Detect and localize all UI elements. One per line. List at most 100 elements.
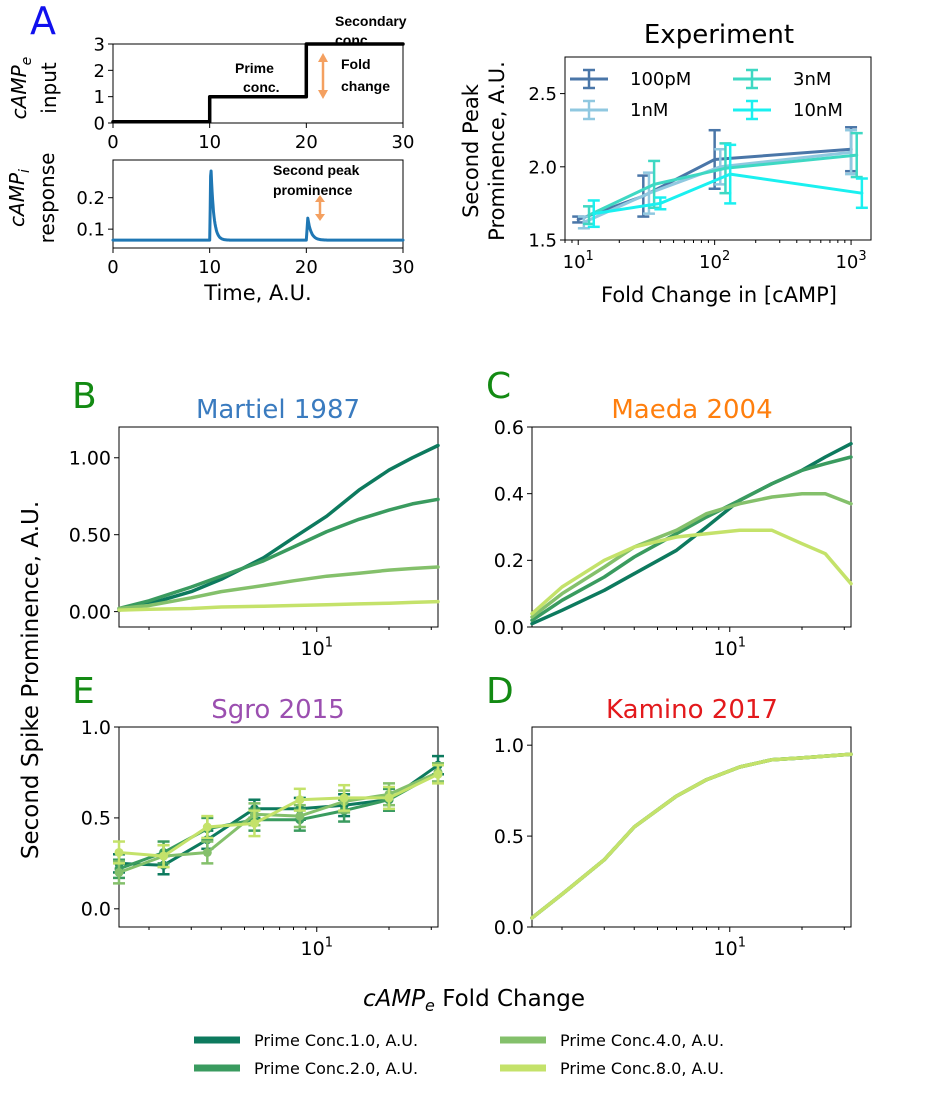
experiment-y-label: 1.5: [528, 230, 557, 251]
sgro-x-label: 101: [301, 935, 333, 960]
legend-label-1nM: 1nM: [630, 100, 668, 121]
sgro-y-label: 0.0: [81, 899, 111, 921]
prime-conc-legend: Prime Conc.1.0, A.U. Prime Conc.2.0, A.U.…: [194, 1031, 724, 1078]
maeda-series-3: [530, 491, 853, 619]
response-x-label: 30: [392, 257, 415, 278]
experiment-y-label: 2.5: [528, 84, 557, 105]
sgro-axes-frame: [118, 726, 439, 928]
legend-label-10nM: 10nM: [793, 100, 843, 121]
second-peak-label-2: prominence: [273, 182, 353, 198]
maeda-y-label: 0.4: [494, 484, 524, 506]
input-y-label: 3: [94, 34, 105, 55]
response-ylabel: cAMPi: [5, 169, 33, 227]
experiment-series-10nM: [592, 172, 864, 216]
response-y-label: 0.1: [76, 220, 105, 241]
sgro-marker: [114, 867, 124, 877]
sgro-marker: [202, 822, 212, 832]
response-x-label: 0: [107, 257, 118, 278]
martiel-y-label: 0.50: [69, 525, 111, 547]
input-axes-frame: [112, 43, 404, 124]
legend-label-prime-1: Prime Conc.1.0, A.U.: [254, 1031, 418, 1050]
maeda-y-label: 0.2: [494, 550, 524, 572]
experiment-x-label: 102: [699, 249, 730, 273]
martiel-x-label: 101: [301, 635, 333, 660]
martiel-title: Martiel 1987: [196, 395, 360, 425]
martiel-series-4: [117, 599, 440, 612]
panel-letter-e: E: [72, 671, 95, 712]
input-x-label: 20: [295, 132, 318, 153]
panel-letter-a: A: [30, 0, 56, 43]
sgro-series-2: [117, 771, 440, 871]
maeda-title: Maeda 2004: [611, 395, 772, 425]
experiment-ylabel-2: Prominence, A.U.: [485, 61, 509, 241]
response-xlabel: Time, A.U.: [203, 281, 311, 305]
kamino-series-4: [530, 752, 853, 920]
input-y-label: 0: [94, 113, 105, 134]
martiel-y-label: 1.00: [69, 448, 111, 470]
kamino-y-label: 0.5: [494, 826, 524, 848]
experiment-series-3nM: [587, 153, 859, 217]
sgro-y-label: 1.0: [81, 717, 111, 739]
legend-label-prime-3: Prime Conc.4.0, A.U.: [560, 1031, 724, 1050]
kamino-y-label: 0.0: [494, 917, 524, 939]
kamino-x-label: 101: [714, 935, 746, 960]
second-peak-arrow-icon: [315, 195, 325, 221]
input-x-label: 0: [107, 132, 118, 153]
panel-letter-c: C: [486, 366, 511, 407]
secondary-conc-label-2: conc.: [335, 32, 372, 48]
sgro-marker: [114, 847, 124, 857]
maeda-plot: 0.0 0.2 0.4 0.6 101: [494, 417, 853, 660]
kamino-plot: 0.0 0.5 1.0 101: [494, 726, 853, 960]
sgro-series-4: [117, 772, 440, 858]
input-y-label: 1: [94, 87, 105, 108]
kamino-title: Kamino 2017: [606, 695, 778, 725]
experiment-x-label: 101: [563, 249, 594, 273]
sgro-series-3: [117, 771, 440, 874]
legend-label-prime-4: Prime Conc.8.0, A.U.: [560, 1059, 724, 1078]
martiel-series-3: [117, 565, 440, 611]
input-y-label: 2: [94, 61, 105, 82]
martiel-series-1: [117, 443, 440, 612]
response-x-label: 20: [295, 257, 318, 278]
panel-letter-b: B: [72, 376, 97, 417]
second-peak-label-1: Second peak: [273, 162, 360, 178]
input-ylabel-2: input: [37, 62, 61, 114]
response-line: [111, 169, 405, 242]
sgro-plot: 0.0 0.5 1.0 101: [81, 717, 444, 960]
maeda-series-1: [530, 441, 853, 626]
kamino-axes-frame: [531, 726, 852, 928]
experiment-y-label: 2.0: [528, 157, 557, 178]
sgro-marker: [433, 769, 443, 779]
fold-change-label-2: change: [341, 78, 390, 94]
input-x-label: 10: [198, 132, 221, 153]
maeda-series-2: [530, 455, 853, 623]
legend-label-3nM: 3nM: [793, 69, 831, 90]
maeda-y-label: 0.6: [494, 417, 524, 439]
experiment-xlabel: Fold Change in [cAMP]: [601, 283, 837, 307]
experiment-plot: 1.5 2.0 2.5 101 102 103: [528, 56, 872, 273]
prime-conc-label-1: Prime: [235, 60, 274, 76]
legend-label-prime-2: Prime Conc.2.0, A.U.: [254, 1059, 418, 1078]
response-ylabel-2: response: [35, 153, 59, 244]
sgro-marker: [339, 793, 349, 803]
sgro-marker: [249, 818, 259, 828]
martiel-series-2: [117, 497, 440, 611]
sgro-marker: [384, 793, 394, 803]
maeda-series-4: [530, 528, 853, 616]
sgro-marker: [159, 851, 169, 861]
martiel-y-label: 0.00: [69, 601, 111, 623]
response-plot: 0.1 0.2 0 10 20 30: [76, 159, 415, 278]
kamino-series-2: [530, 752, 853, 920]
experiment-axes-frame: [564, 56, 872, 241]
experiment-series-1nM: [582, 150, 853, 224]
martiel-axes-frame: [118, 426, 439, 628]
prime-conc-label-2: conc.: [243, 79, 280, 95]
sgro-marker: [295, 795, 305, 805]
response-y-label: 0.2: [76, 188, 105, 209]
experiment-ylabel-1: Second Peak: [459, 83, 483, 218]
maeda-y-label: 0.0: [494, 617, 524, 639]
experiment-legend: 100pM 1nM 3nM 10nM: [570, 68, 843, 121]
input-ylabel: cAMPe: [7, 57, 35, 120]
